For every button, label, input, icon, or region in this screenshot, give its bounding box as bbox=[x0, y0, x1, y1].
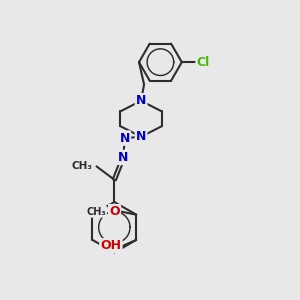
Text: N: N bbox=[118, 151, 128, 164]
Text: N: N bbox=[136, 94, 146, 107]
Text: CH₃: CH₃ bbox=[72, 161, 93, 171]
Text: Cl: Cl bbox=[197, 56, 210, 69]
Text: N: N bbox=[136, 130, 146, 143]
Text: OH: OH bbox=[100, 239, 122, 252]
Text: N: N bbox=[119, 132, 130, 145]
Text: CH₃: CH₃ bbox=[86, 207, 106, 217]
Text: O: O bbox=[109, 205, 120, 218]
